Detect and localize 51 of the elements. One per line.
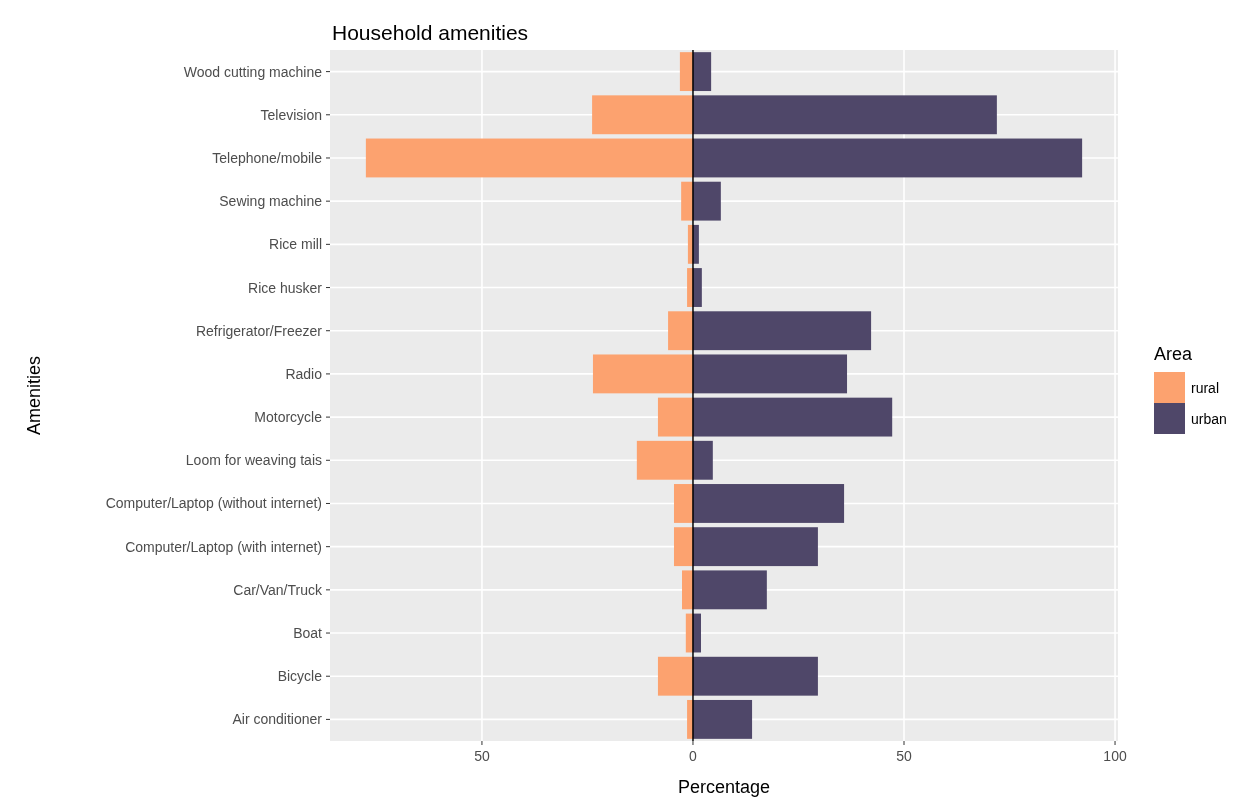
y-tick-label: Boat [293, 625, 323, 642]
bar [673, 484, 693, 523]
bar [692, 440, 713, 480]
bar [692, 397, 893, 437]
x-tick-label: 0 [689, 748, 698, 764]
y-tick-label: Television [260, 106, 322, 123]
bar [668, 311, 693, 351]
y-tick-label: Computer/Laptop (without internet) [105, 495, 322, 512]
y-tick-label: Computer/Laptop (with internet) [125, 538, 322, 555]
bar [692, 138, 1083, 178]
y-tick-label: Wood cutting machine [183, 63, 323, 80]
legend-title: Area [1154, 344, 1194, 364]
bar [692, 95, 997, 135]
y-tick-label: Bicycle [277, 668, 323, 685]
y-axis-title: Amenities [24, 355, 44, 436]
y-tick-label: Telephone/mobile [212, 149, 323, 166]
bar [692, 570, 767, 610]
y-tick-label: Rice husker [248, 279, 323, 296]
y-tick-label: Sewing machine [219, 193, 323, 210]
x-tick-label: 50 [896, 748, 913, 764]
bar [692, 181, 721, 221]
bar [657, 397, 693, 437]
x-tick-label: 50 [474, 748, 490, 764]
bar [636, 440, 693, 480]
y-tick-label: Refrigerator/Freezer [195, 322, 323, 339]
bar [592, 354, 693, 394]
bar [692, 527, 818, 567]
bar [682, 570, 693, 610]
y-tick-label: Motorcycle [254, 409, 323, 426]
y-tick-label: Rice mill [269, 236, 322, 253]
legend-label: urban [1191, 411, 1227, 427]
bar [692, 311, 872, 351]
bar [657, 656, 693, 696]
bar [692, 656, 818, 696]
x-axis-title: Percentage [677, 777, 771, 797]
bar [692, 52, 712, 92]
bar [673, 527, 693, 567]
bar [692, 699, 753, 739]
y-tick-label: Air conditioner [232, 711, 323, 728]
y-tick-label: Car/Van/Truck [233, 581, 323, 598]
legend-label: rural [1191, 380, 1220, 396]
y-tick-label: Loom for weaving tais [185, 452, 322, 469]
bar [692, 484, 845, 523]
bar [692, 354, 848, 394]
bar [679, 52, 693, 92]
bar [592, 95, 693, 135]
x-tick-label: 100 [1103, 748, 1127, 764]
chart-title: Household amenities [332, 21, 529, 44]
bar [365, 138, 693, 178]
bar [681, 181, 693, 221]
y-tick-label: Radio [285, 365, 323, 382]
